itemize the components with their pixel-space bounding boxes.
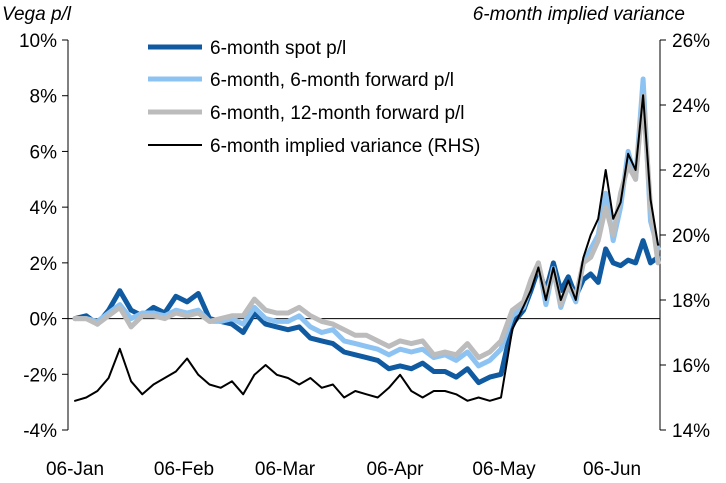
series-line-6-month-12-month-forward-p-l [72, 93, 661, 361]
series-line-6-month-spot-p-l [72, 238, 661, 386]
series-layer [72, 76, 661, 402]
legend-item-implied-variance: 6-month implied variance (RHS) [148, 136, 480, 157]
x-tick-label: 06-Apr [366, 459, 424, 480]
left-y-tick-label: -4% [23, 421, 57, 442]
legend-item-6m-forward: 6-month, 6-month forward p/l [148, 70, 454, 91]
legend-item-spot: 6-month spot p/l [148, 38, 346, 59]
left-y-tick-label: 2% [30, 254, 58, 275]
left-y-tick-label: 10% [19, 31, 57, 52]
right-y-tick-label: 26% [672, 31, 710, 52]
left-y-tick-label: 4% [30, 198, 58, 219]
x-tick-label: 06-Jun [583, 459, 641, 480]
right-y-tick-label: 16% [672, 356, 710, 377]
left-axis-title: Vega p/l [2, 4, 72, 25]
x-tick-label: 06-Feb [154, 459, 214, 480]
legend-label-12m-forward: 6-month, 12-month forward p/l [210, 103, 465, 124]
right-y-tick-label: 22% [672, 161, 710, 182]
right-y-tick-label: 14% [672, 421, 710, 442]
x-tick-label: 06-Mar [255, 459, 316, 480]
legend-label-spot: 6-month spot p/l [210, 38, 346, 59]
x-tick-label: 06-Jan [46, 459, 104, 480]
right-axis-title: 6-month implied variance [473, 4, 685, 25]
right-y-tick-label: 24% [672, 96, 710, 117]
legend-label-implied-variance: 6-month implied variance (RHS) [210, 136, 480, 157]
legend-item-12m-forward: 6-month, 12-month forward p/l [148, 103, 465, 124]
legend: 6-month spot p/l 6-month, 6-month forwar… [148, 38, 480, 157]
series-line-6-month-implied-variance-rhs [74, 94, 659, 402]
left-y-tick-label: -2% [23, 365, 57, 386]
right-y-tick-label: 18% [672, 291, 710, 312]
left-y-tick-label: 6% [30, 142, 58, 163]
axes: -4% -2% 0% 2% 4% 6% 8% 10% 14% 16% 18% 20% 22% 24% 26%… [19, 31, 710, 480]
legend-label-6m-forward: 6-month, 6-month forward p/l [210, 70, 454, 91]
left-y-tick-label: 8% [30, 87, 58, 108]
left-y-tick-label: 0% [30, 310, 58, 331]
right-y-tick-label: 20% [672, 226, 710, 247]
x-tick-label: 06-May [472, 459, 536, 480]
